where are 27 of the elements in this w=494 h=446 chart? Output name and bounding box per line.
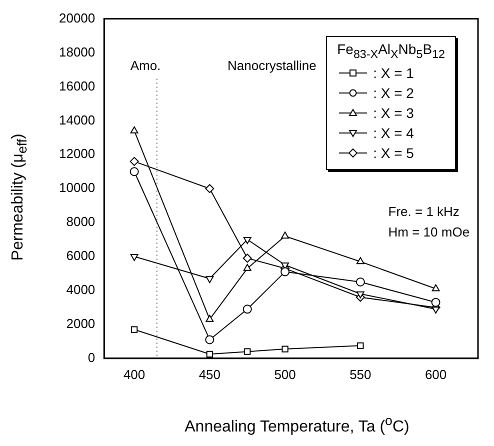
x-tick-label: 450	[198, 366, 221, 382]
legend-label: : X = 3	[373, 104, 414, 123]
y-tick-label: 2000	[66, 316, 96, 332]
legend-label: : X = 5	[373, 144, 414, 163]
y-tick-label: 12000	[58, 146, 96, 162]
y-tick-label: 8000	[66, 214, 96, 230]
annotation: Fre. = 1 kHz	[388, 204, 460, 219]
y-tick-label: 10000	[58, 180, 96, 196]
legend-title: Fe$_{83-X}$Al$_{X}$Nb$_{5}$B$_{12}$	[337, 41, 445, 61]
x-tick-label: 600	[424, 366, 447, 382]
y-tick-label: 20000	[58, 10, 96, 26]
legend-label: : X = 4	[373, 124, 414, 143]
y-tick-label: 16000	[58, 78, 96, 94]
annotation: Amo.	[130, 58, 161, 73]
x-tick-label: 500	[274, 366, 296, 382]
legend-label: : X = 2	[373, 84, 414, 103]
x-tick-label: 550	[350, 366, 372, 382]
y-tick-label: 4000	[66, 282, 96, 298]
legend-label: : X = 1	[373, 64, 414, 83]
y-tick-label: 18000	[58, 44, 96, 60]
x-axis-title: Annealing Temperature, Ta ($^{o}$C)	[184, 412, 410, 436]
y-tick-label: 14000	[58, 112, 96, 128]
y-tick-label: 6000	[66, 248, 96, 264]
annotation: Hm = 10 mOe	[388, 224, 470, 240]
annotation: Nanocrystalline	[228, 58, 316, 73]
x-tick-label: 400	[123, 366, 146, 382]
y-tick-label: 0	[88, 350, 96, 365]
